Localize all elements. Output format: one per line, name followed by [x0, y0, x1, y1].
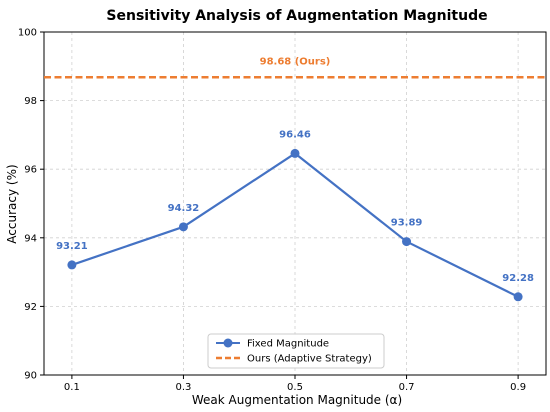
x-tick-label: 0.1: [64, 382, 80, 393]
x-tick-label: 0.7: [399, 382, 415, 393]
y-tick-label: 96: [24, 165, 37, 176]
y-tick-label: 94: [24, 233, 37, 244]
y-tick-label: 98: [24, 96, 37, 107]
chart-title: Sensitivity Analysis of Augmentation Mag…: [106, 8, 487, 24]
reference-line-label: 98.68 (Ours): [260, 56, 331, 67]
grid: [44, 31, 546, 376]
y-tick-label: 90: [24, 371, 37, 382]
y-tick-label: 100: [18, 28, 37, 39]
data-point: [67, 260, 77, 270]
data-label: 92.28: [502, 273, 534, 284]
reference-line-group: 98.68 (Ours): [44, 56, 546, 79]
y-axis-label: Accuracy (%): [5, 164, 19, 243]
x-axis-label: Weak Augmentation Magnitude (α): [192, 393, 402, 407]
plot-frame: [43, 31, 547, 376]
legend-series-label: Fixed Magnitude: [247, 339, 329, 350]
data-label: 93.89: [391, 218, 423, 229]
legend-series-marker: [223, 338, 233, 348]
data-point: [178, 222, 188, 232]
data-point: [290, 148, 300, 158]
data-point: [402, 237, 412, 247]
legend-reference-label: Ours (Adaptive Strategy): [247, 354, 372, 365]
data-label: 96.46: [279, 129, 311, 140]
data-point: [513, 292, 523, 302]
legend: Fixed Magnitude Ours (Adaptive Strategy): [207, 333, 385, 369]
data-label: 94.32: [168, 203, 200, 214]
x-axis-ticks: 0.1 0.3 0.5 0.7 0.9: [64, 375, 526, 393]
data-labels: 93.21 94.32 96.46 93.89 92.28: [56, 129, 534, 283]
x-tick-label: 0.3: [175, 382, 191, 393]
y-axis-ticks: 90 92 94 96 98 100: [18, 28, 44, 382]
x-tick-label: 0.5: [287, 382, 303, 393]
series-group: [67, 148, 523, 302]
y-tick-label: 92: [24, 302, 37, 313]
legend-box: [207, 333, 385, 369]
x-tick-label: 0.9: [510, 382, 526, 393]
data-label: 93.21: [56, 241, 88, 252]
